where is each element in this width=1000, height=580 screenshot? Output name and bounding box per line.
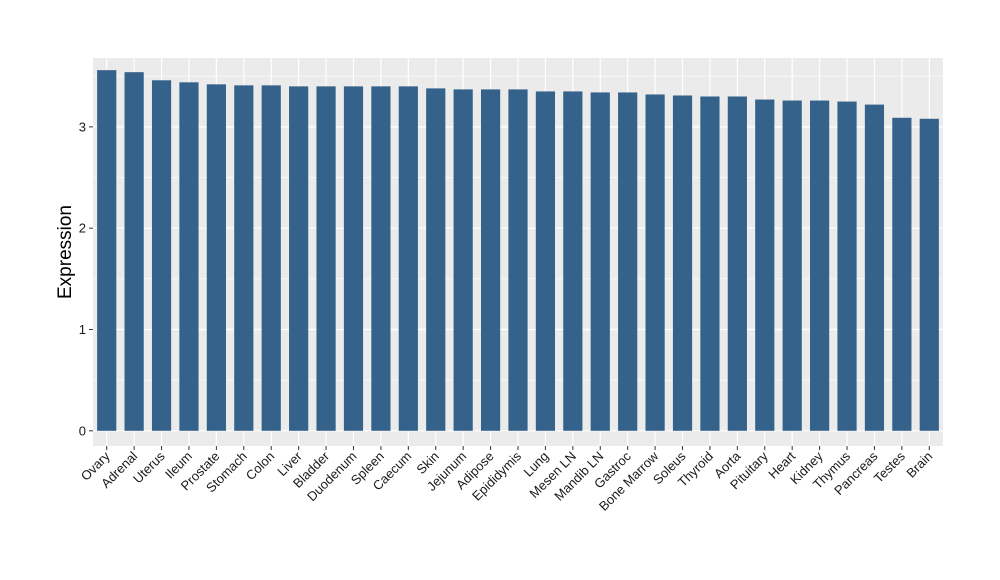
bar — [316, 86, 336, 431]
bar — [453, 89, 473, 431]
bar — [755, 99, 775, 431]
bars — [97, 70, 939, 431]
y-tick-label: 1 — [79, 322, 86, 337]
bar — [590, 92, 610, 431]
bar — [151, 80, 172, 431]
bar — [124, 72, 144, 431]
y-tick-label: 3 — [79, 119, 86, 134]
x-axis-ticks: OvaryAdrenalUterusIleumProstateStomachCo… — [78, 446, 935, 514]
y-axis-title: Expression — [55, 205, 76, 299]
bar — [179, 82, 199, 431]
x-tick-label: Uterus — [130, 448, 168, 486]
bar — [343, 86, 364, 431]
y-tick-label: 2 — [79, 221, 86, 236]
bar — [864, 104, 885, 431]
y-axis-ticks: 0 1 2 3 — [79, 119, 93, 438]
bar — [618, 92, 638, 431]
bar — [810, 100, 830, 431]
bar — [700, 96, 720, 431]
bar — [919, 118, 939, 431]
bar — [563, 91, 583, 431]
bar — [892, 117, 912, 431]
bar — [672, 95, 693, 431]
y-tick-label: 0 — [79, 423, 86, 438]
bar — [782, 100, 802, 431]
bar — [97, 70, 117, 431]
x-tick-label: Brain — [903, 449, 935, 481]
bar — [234, 85, 254, 431]
bar — [508, 89, 528, 431]
bar — [535, 91, 556, 431]
bar — [426, 88, 446, 431]
bar — [371, 86, 391, 431]
bar — [837, 101, 857, 431]
bar — [480, 89, 501, 431]
bar — [398, 86, 418, 431]
x-tick-label: Colon — [243, 449, 278, 484]
bar — [727, 96, 747, 431]
bar — [289, 86, 309, 431]
x-tick-label: Testes — [871, 448, 909, 486]
bar — [645, 94, 665, 431]
bar — [206, 84, 226, 431]
bar — [261, 85, 281, 431]
